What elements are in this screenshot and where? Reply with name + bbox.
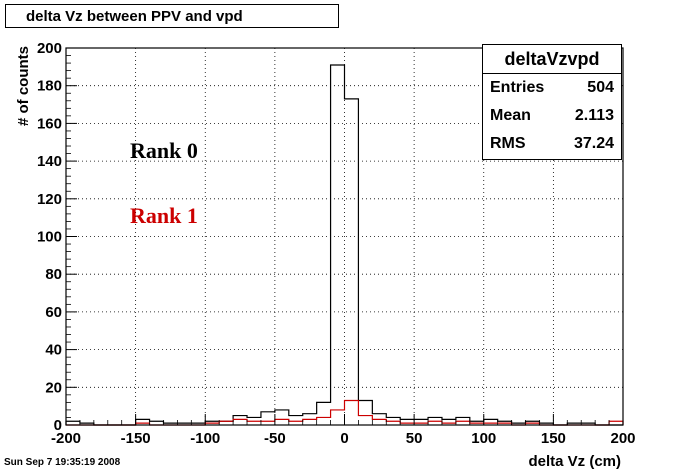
x-tick-label: -200 bbox=[51, 430, 81, 447]
x-tick-label: 100 bbox=[471, 430, 496, 447]
y-tick-label: 200 bbox=[37, 40, 62, 57]
annotation-rank-1: Rank 1 bbox=[130, 203, 198, 228]
stats-row-mean: Mean 2.113 bbox=[483, 102, 621, 130]
y-axis-label: # of counts bbox=[15, 46, 32, 126]
y-tick-label: 160 bbox=[37, 115, 62, 132]
stats-row-rms: RMS 37.24 bbox=[483, 130, 621, 158]
stats-value: 2.113 bbox=[574, 107, 614, 124]
x-tick-label: 150 bbox=[541, 430, 566, 447]
y-tick-label: 80 bbox=[45, 266, 62, 283]
x-tick-label: -50 bbox=[264, 430, 286, 447]
axis-ticks: -200 -150 -100 -50 0 50 100 150 200 0 20 40 60 80 100 1… bbox=[37, 40, 636, 447]
x-tick-label: -100 bbox=[190, 430, 220, 447]
x-tick-label: 200 bbox=[610, 430, 635, 447]
stats-box: deltaVzvpd Entries 504 Mean 2.113 RMS 37… bbox=[482, 44, 622, 160]
y-tick-label: 180 bbox=[37, 78, 62, 95]
timestamp: Sun Sep 7 19:35:19 2008 bbox=[4, 457, 121, 468]
x-axis-label: delta Vz (cm) bbox=[528, 453, 621, 470]
annotation-rank-0: Rank 0 bbox=[130, 138, 198, 163]
stats-title: deltaVzvpd bbox=[483, 45, 621, 74]
stats-label: Entries bbox=[490, 79, 545, 96]
stats-label: Mean bbox=[490, 107, 531, 124]
y-tick-label: 100 bbox=[37, 229, 62, 246]
x-tick-label: -150 bbox=[121, 430, 151, 447]
y-tick-label: 60 bbox=[45, 304, 62, 321]
y-tick-label: 120 bbox=[37, 191, 62, 208]
chart-title-box: delta Vz between PPV and vpd bbox=[5, 4, 339, 28]
x-tick-label: 0 bbox=[340, 430, 348, 447]
y-tick-label: 0 bbox=[54, 417, 62, 434]
stats-value: 504 bbox=[587, 79, 614, 96]
stats-label: RMS bbox=[490, 135, 526, 152]
stats-row-entries: Entries 504 bbox=[483, 74, 621, 102]
y-tick-label: 140 bbox=[37, 153, 62, 170]
stats-value: 37.24 bbox=[573, 135, 614, 152]
y-tick-label: 20 bbox=[45, 379, 62, 396]
x-tick-label: 50 bbox=[406, 430, 423, 447]
chart-title: delta Vz between PPV and vpd bbox=[26, 8, 243, 25]
y-tick-label: 40 bbox=[45, 342, 62, 359]
